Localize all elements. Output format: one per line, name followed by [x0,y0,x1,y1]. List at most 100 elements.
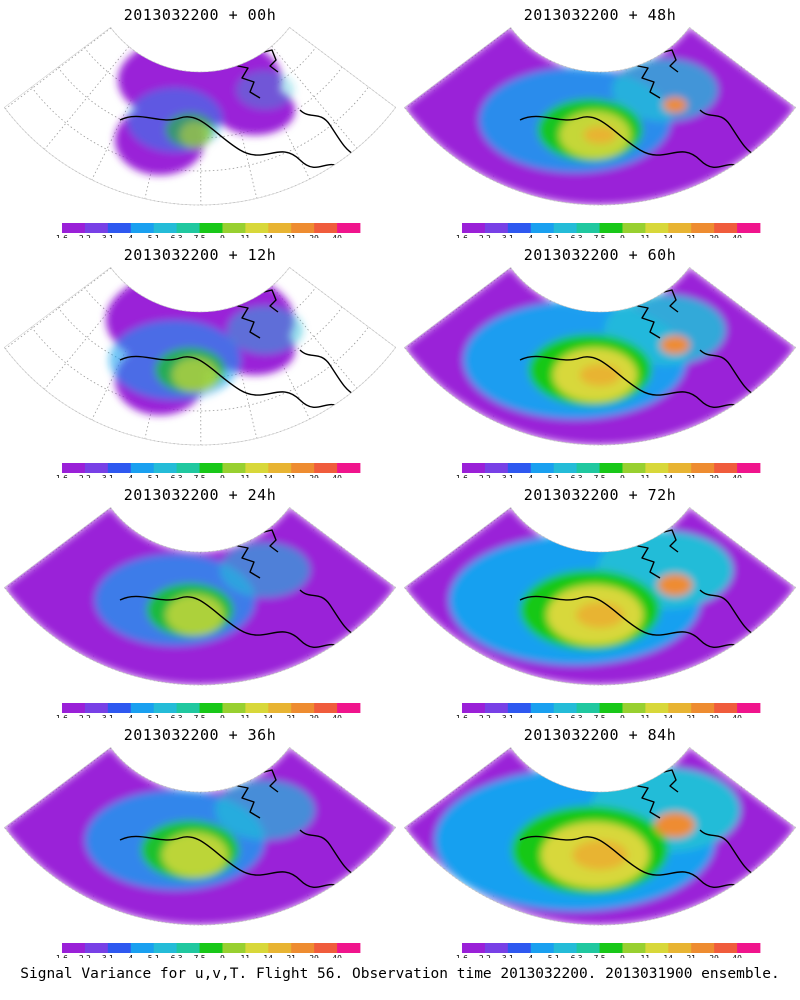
colorbar-tick-label: 3.1 [502,954,514,958]
colorbar-swatch [130,943,155,953]
colorbar-tick-label: 4 [128,954,133,958]
colorbar-swatch [337,223,361,233]
colorbar-swatch [62,463,86,473]
colorbar-swatch [645,943,669,953]
colorbar-tick-label: 1.6 [456,474,468,478]
colorbar-swatch [84,223,109,233]
colorbar-swatch [62,703,86,713]
colorbar-swatch [153,703,178,713]
colorbar-swatch [268,463,292,473]
panel-title: 2013032200 + 48h [523,6,677,24]
colorbar-swatch [484,463,509,473]
colorbar-tick-label: 5.1 [548,474,560,478]
colorbar-tick-label: 4 [128,714,133,718]
colorbar-swatch [530,943,555,953]
colorbar-swatch [245,943,269,953]
map-panel: 2013032200 + 00h 1.6 2.2 3.1 4 5.1 6.3 7.5 9 11 14… [0,0,400,238]
colorbar-swatch [507,703,532,713]
colorbar-swatch [691,223,715,233]
map-panel: 2013032200 + 48h 1.6 2.2 3.1 4 5.1 6.3 7.5 9 11 14… [400,0,800,238]
colorbar-tick-label: 21 [286,474,296,478]
colorbar-swatch [245,463,269,473]
colorbar-tick-label: 6.3 [171,474,183,478]
colorbar-swatch [691,943,715,953]
colorbar-tick-label: 29 [309,714,319,718]
panel-title: 2013032200 + 36h [123,726,277,744]
colorbar-swatch [462,703,486,713]
colorbar-swatch [176,943,200,953]
colorbar-tick-label: 29 [309,234,319,238]
colorbar-tick-label: 21 [686,234,696,238]
colorbar-tick-label: 40 [732,234,742,238]
colorbar-swatch [553,463,578,473]
colorbar-swatch [291,463,315,473]
colorbar-tick-label: 6.3 [571,954,583,958]
colorbar-tick-label: 14 [264,714,274,718]
colorbar-swatch [668,463,692,473]
colorbar-swatch [714,223,738,233]
colorbar-swatch [530,223,555,233]
colorbar-tick-label: 5.1 [548,234,560,238]
colorbar-swatch [622,223,646,233]
colorbar-tick-label: 29 [309,954,319,958]
colorbar-tick-label: 5.1 [148,474,160,478]
colorbar-tick-label: 5.1 [148,954,160,958]
colorbar-swatch [314,223,338,233]
colorbar-swatch [553,943,578,953]
colorbar-tick-label: 6.3 [571,234,583,238]
colorbar-swatch [576,943,600,953]
colorbar-tick-label: 14 [664,474,674,478]
panel-title: 2013032200 + 60h [523,246,677,264]
colorbar-swatch [291,703,315,713]
colorbar-swatch [107,703,132,713]
colorbar-tick-label: 11 [641,714,651,718]
colorbar-swatch [507,223,532,233]
colorbar-swatch [462,223,486,233]
colorbar-tick-label: 14 [664,954,674,958]
colorbar-tick-label: 2.2 [79,954,91,958]
colorbar-swatch [462,463,486,473]
map-panel: 2013032200 + 24h 1.6 2.2 3.1 4 5.1 6.3 7.5 9 11 14… [0,480,400,718]
colorbar-swatch [553,223,578,233]
colorbar-swatch [222,223,246,233]
colorbar-swatch [222,943,246,953]
colorbar-swatch [668,703,692,713]
colorbar-swatch [645,463,669,473]
colorbar-swatch [714,943,738,953]
colorbar-tick-label: 6.3 [171,234,183,238]
colorbar-swatch [576,463,600,473]
colorbar-tick-label: 9 [620,714,625,718]
colorbar-tick-label: 7.5 [194,474,206,478]
colorbar-swatch [622,943,646,953]
colorbar-swatch [176,703,200,713]
colorbar-tick-label: 9 [220,954,225,958]
panel-title: 2013032200 + 24h [123,486,277,504]
colorbar-swatch [153,463,178,473]
colorbar-swatch [737,223,761,233]
panel-title: 2013032200 + 00h [123,6,277,24]
colorbar-swatch [668,223,692,233]
colorbar-tick-label: 9 [620,234,625,238]
colorbar-tick-label: 11 [241,474,251,478]
colorbar-tick-label: 4 [128,234,133,238]
colorbar-tick-label: 2.2 [479,474,491,478]
colorbar-tick-label: 14 [264,234,274,238]
colorbar: 1.6 2.2 3.1 4 5.1 6.3 7.5 9 11 14 21 29 40 [56,703,361,718]
colorbar-tick-label: 7.5 [594,234,606,238]
colorbar-tick-label: 2.2 [79,714,91,718]
colorbar-tick-label: 40 [332,234,342,238]
colorbar-tick-label: 7.5 [594,954,606,958]
colorbar-swatch [645,703,669,713]
colorbar-swatch [599,703,623,713]
colorbar-tick-label: 1.6 [56,954,68,958]
colorbar-tick-label: 2.2 [479,954,491,958]
colorbar-swatch [222,463,246,473]
colorbar-tick-label: 9 [220,714,225,718]
colorbar-tick-label: 7.5 [194,954,206,958]
colorbar-tick-label: 2.2 [79,234,91,238]
colorbar-tick-label: 3.1 [102,714,114,718]
colorbar-tick-label: 21 [686,714,696,718]
colorbar-tick-label: 3.1 [102,474,114,478]
colorbar-tick-label: 40 [332,714,342,718]
colorbar-swatch [599,463,623,473]
